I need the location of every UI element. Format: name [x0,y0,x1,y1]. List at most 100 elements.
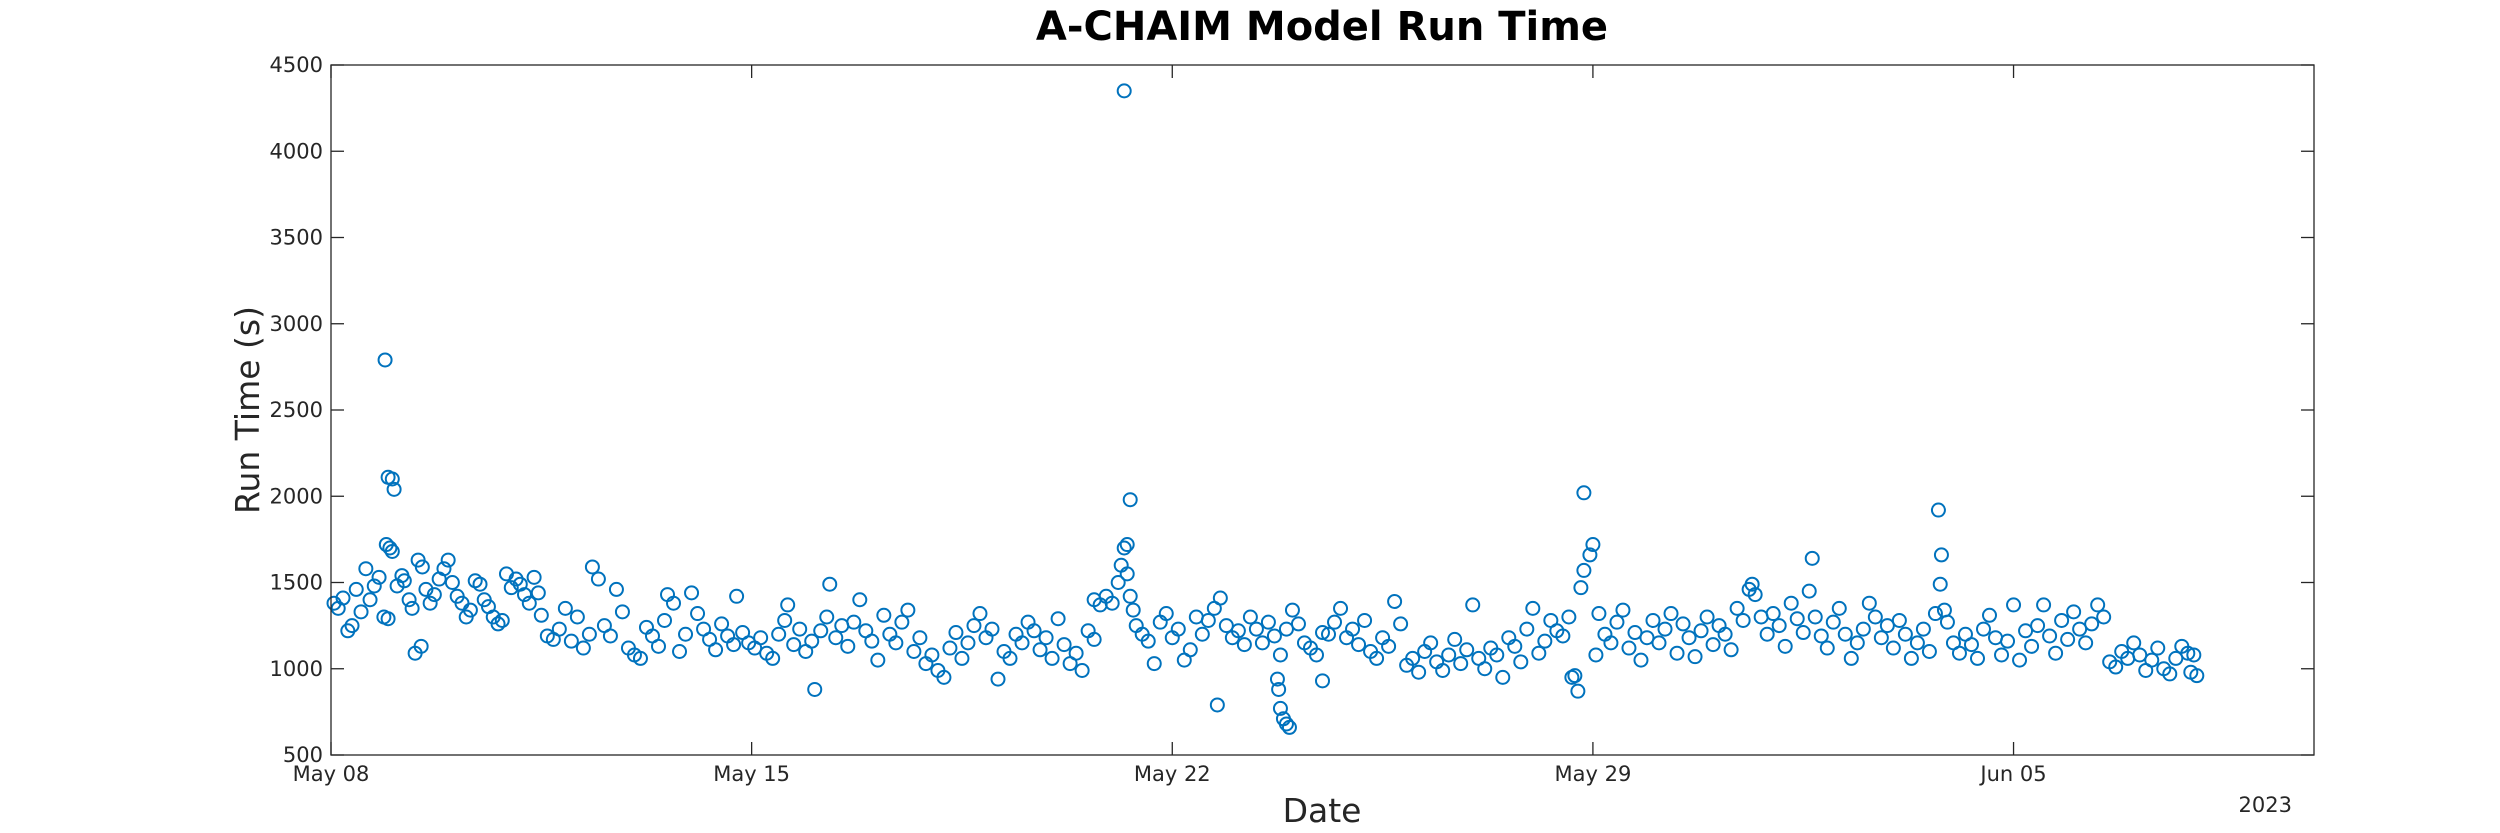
data-point [1765,606,1781,622]
data-point [1459,642,1475,658]
data-point [834,618,850,634]
data-point [2180,645,2196,661]
data-point [1729,600,1745,616]
data-point [1723,642,1739,658]
data-point [344,618,360,634]
data-point [1345,621,1361,637]
y-tick-label: 2000 [270,484,323,508]
data-point [1248,621,1264,637]
data-point [1411,664,1427,680]
data-point [1333,600,1349,616]
data-point [1056,637,1072,653]
data-point [1122,492,1138,508]
data-point [1657,621,1673,637]
data-point [494,612,510,628]
data-point [1921,644,1937,659]
data-point [1837,626,1853,642]
data-point [1747,587,1763,603]
data-point [1735,612,1751,628]
data-point [2060,631,2076,647]
data-point [348,581,364,597]
data-point [846,614,862,630]
data-point [1116,83,1132,99]
data-point [1927,606,1943,622]
data-point [984,621,1000,637]
data-point [1831,600,1847,616]
data-point [876,607,892,623]
data-point [1561,609,1577,625]
data-point [870,652,886,668]
data-point [765,650,781,666]
data-point [384,471,400,487]
data-point [503,580,519,596]
data-point [1209,697,1225,713]
data-point [822,576,838,592]
data-point [569,609,585,625]
data-point [1879,618,1895,634]
data-point [1038,630,1054,646]
data-point [1976,621,1991,637]
data-point [1615,602,1631,618]
data-point [1188,609,1204,625]
data-point [563,633,579,649]
data-point [1932,576,1948,592]
data-point [1182,642,1198,658]
data-point [1272,647,1288,663]
data-point [1783,595,1799,611]
data-point [1290,616,1306,632]
data-point [551,621,567,637]
data-point [1567,668,1583,684]
data-point [684,585,700,601]
data-point [1588,647,1604,663]
data-point [1194,626,1210,642]
data-point [422,595,438,611]
data-point [1405,650,1421,666]
data-point [2018,623,2034,639]
data-point [864,633,880,649]
data-point [1555,628,1571,644]
data-point [1867,609,1883,625]
data-point [813,623,829,639]
data-point [2084,616,2100,632]
data-point [777,612,793,628]
data-point [2132,647,2148,663]
data-point [1897,626,1913,642]
data-point [807,681,823,697]
data-point [906,644,922,659]
data-point [1988,630,2004,646]
data-point [1266,628,1282,644]
data-point [924,647,940,663]
data-point [632,650,648,666]
data-point [1994,647,2010,663]
data-point [1873,630,1889,646]
data-point [414,559,430,575]
data-point [1885,640,1901,656]
data-point [1315,625,1330,641]
data-point [1759,626,1775,642]
data-point [1675,616,1691,632]
data-point [1969,650,1985,666]
y-tick-label: 2500 [270,398,323,422]
data-point [690,606,706,622]
data-point [1465,597,1481,613]
data-point [1843,650,1859,666]
data-point [1849,635,1865,651]
data-point [2006,597,2022,613]
data-point [942,640,958,656]
data-point [708,642,724,658]
data-point [1813,628,1829,644]
data-point [1909,635,1925,651]
data-point [1519,621,1535,637]
data-point [1582,547,1598,563]
x-tick-label: May 08 [293,762,370,786]
data-point [526,569,542,585]
data-point [1068,645,1084,661]
data-point [1435,662,1451,678]
data-point [462,602,478,618]
data-point [1140,633,1156,649]
data-point [726,637,742,653]
data-point [954,650,970,666]
data-point [521,595,537,611]
data-point [852,592,868,608]
data-point [1804,550,1820,566]
